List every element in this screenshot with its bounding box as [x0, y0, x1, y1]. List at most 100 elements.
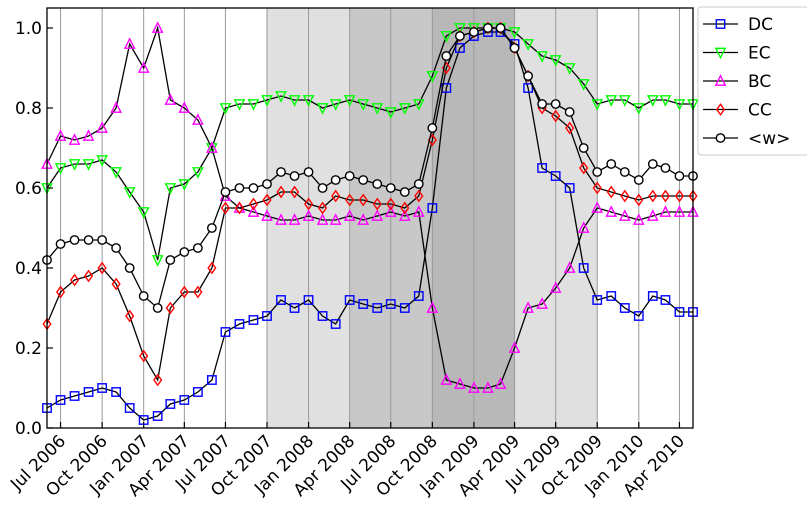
data-point — [592, 295, 603, 305]
data-point — [659, 205, 672, 217]
data-point — [220, 187, 231, 197]
data-point — [330, 175, 341, 185]
legend-label: EC — [748, 44, 771, 64]
data-point — [55, 395, 66, 405]
y-tick-label: 0.0 — [15, 419, 42, 439]
data-point — [358, 193, 368, 207]
legend-label: DC — [748, 15, 773, 35]
data-point — [549, 281, 562, 293]
data-point — [674, 189, 685, 203]
vertical-gridlines — [60, 8, 680, 428]
data-point — [523, 83, 534, 93]
data-point — [508, 341, 521, 353]
plot-frame — [46, 7, 694, 429]
data-point — [289, 303, 300, 313]
data-point — [606, 159, 617, 169]
data-point — [399, 303, 410, 313]
series-line — [46, 27, 693, 261]
data-point — [468, 381, 480, 393]
data-point — [206, 223, 217, 233]
data-point — [400, 201, 410, 215]
data-point — [563, 261, 576, 273]
data-point — [55, 285, 66, 299]
data-point — [55, 239, 66, 249]
data-point — [357, 99, 370, 111]
y-tick-label: 0.8 — [15, 99, 42, 119]
data-point — [234, 183, 245, 193]
data-point — [193, 285, 203, 299]
y-tick-label: 1.0 — [15, 19, 42, 39]
data-point — [344, 171, 355, 181]
data-point — [83, 387, 94, 397]
data-point — [178, 101, 191, 113]
data-point — [330, 319, 341, 329]
data-point — [262, 193, 272, 207]
data-point — [619, 167, 630, 177]
data-point — [398, 103, 411, 115]
data-point — [316, 213, 329, 225]
data-point — [111, 277, 121, 291]
data-point — [412, 99, 425, 111]
data-point — [331, 189, 341, 203]
legend-marker — [714, 47, 727, 60]
data-point — [316, 103, 329, 115]
data-point — [509, 43, 520, 53]
data-point — [579, 161, 589, 175]
data-point — [605, 205, 618, 217]
data-point — [192, 167, 204, 179]
data-point — [385, 299, 396, 309]
data-point — [551, 109, 561, 123]
data-point — [317, 311, 328, 321]
data-point — [357, 213, 370, 225]
data-point — [549, 55, 562, 67]
data-point — [220, 327, 231, 337]
data-point — [96, 121, 108, 133]
legend-marker — [715, 133, 726, 143]
data-point — [165, 301, 175, 315]
data-point — [329, 99, 342, 111]
data-point — [262, 311, 272, 321]
data-point — [220, 201, 230, 215]
data-point — [206, 375, 217, 385]
data-point — [399, 187, 410, 197]
data-point — [302, 95, 315, 107]
data-point — [426, 71, 439, 83]
data-point — [494, 377, 507, 389]
data-point — [413, 291, 424, 301]
legend: DC EC BC CC <w> — [697, 6, 807, 156]
series-w — [42, 23, 698, 313]
data-point — [578, 143, 589, 153]
data-point — [414, 189, 424, 203]
data-point — [247, 205, 260, 217]
data-point — [469, 27, 479, 37]
data-point — [606, 185, 616, 199]
data-point — [495, 23, 506, 33]
data-point — [165, 399, 176, 409]
data-point — [454, 43, 465, 53]
data-point — [303, 295, 314, 305]
data-point — [371, 103, 384, 115]
data-point — [69, 391, 80, 401]
data-point — [413, 179, 424, 189]
data-point — [164, 183, 177, 195]
legend-box — [697, 6, 807, 156]
data-point — [592, 181, 602, 195]
y-tick-label: 0.2 — [15, 339, 42, 359]
data-point — [261, 95, 273, 107]
data-point — [111, 387, 122, 397]
data-point — [537, 163, 548, 173]
data-point — [647, 291, 658, 301]
data-point — [358, 299, 369, 309]
data-point — [646, 209, 659, 221]
data-point — [275, 213, 287, 225]
data-point — [84, 269, 94, 283]
legend-marker — [715, 103, 726, 116]
series-line — [46, 27, 693, 382]
data-point — [262, 179, 272, 189]
y-tick-label: 0.4 — [15, 259, 42, 279]
data-point — [482, 381, 494, 393]
data-point — [660, 163, 671, 173]
data-point — [564, 107, 575, 117]
data-point — [483, 23, 493, 33]
